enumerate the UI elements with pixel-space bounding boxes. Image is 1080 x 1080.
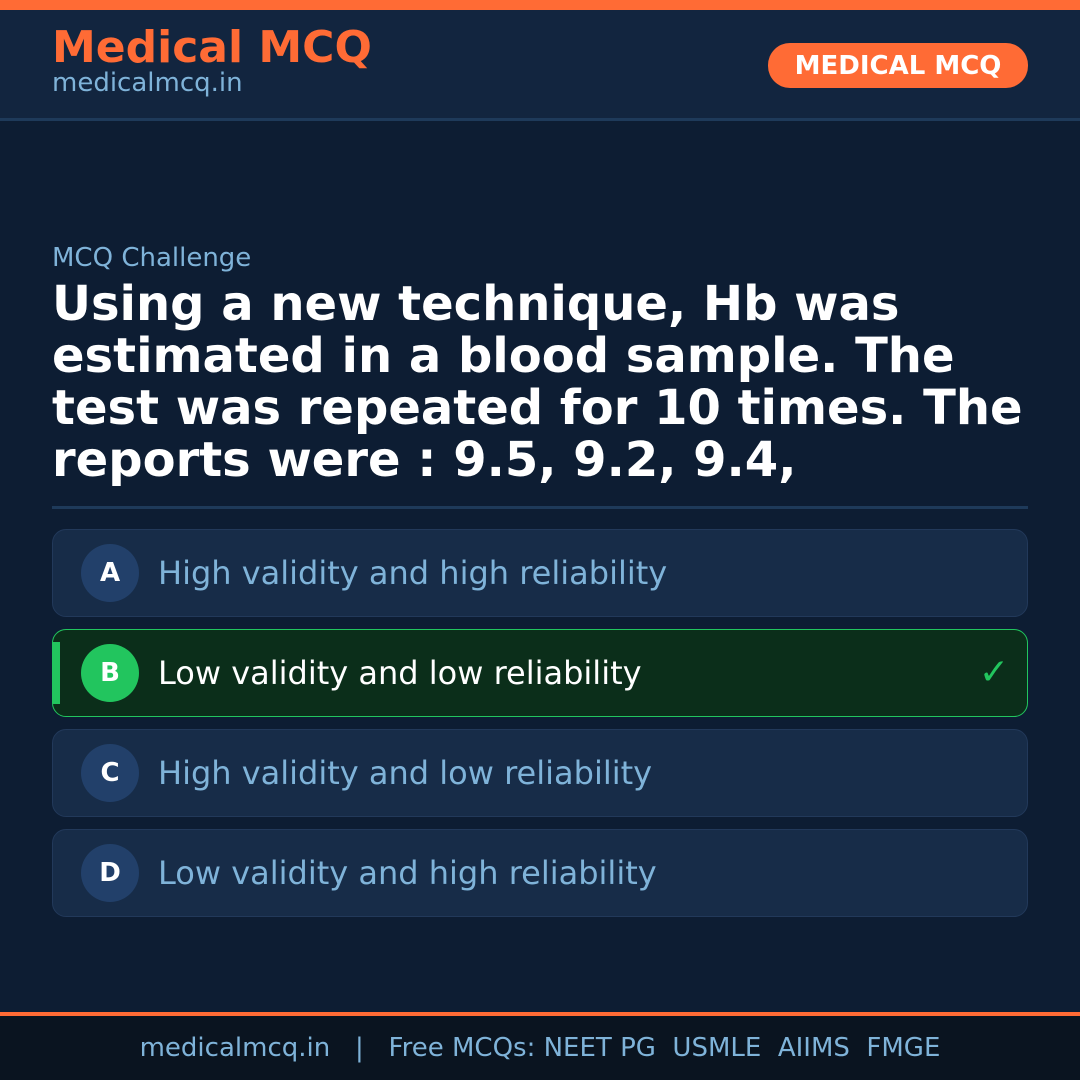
top-accent-bar [0, 0, 1080, 10]
option-letter: D [81, 844, 139, 902]
option-a[interactable]: A High validity and high reliability [52, 529, 1028, 617]
site-url: medicalmcq.in [52, 68, 243, 98]
option-text: Low validity and low reliability [158, 654, 642, 692]
correct-indicator-bar [53, 642, 60, 704]
checkmark-icon: ✓ [978, 652, 1009, 693]
brand-title: Medical MCQ [52, 22, 372, 73]
option-d[interactable]: D Low validity and high reliability [52, 829, 1028, 917]
option-b[interactable]: B Low validity and low reliability ✓ [52, 629, 1028, 717]
option-letter: A [81, 544, 139, 602]
option-text: Low validity and high reliability [158, 854, 657, 892]
divider [52, 506, 1028, 509]
brand-badge: MEDICAL MCQ [768, 43, 1028, 88]
question-label: MCQ Challenge [52, 243, 252, 273]
option-letter: C [81, 744, 139, 802]
footer: medicalmcq.in | Free MCQs: NEET PG USMLE… [0, 1012, 1080, 1080]
question-text: Using a new technique, Hb was estimated … [52, 276, 1023, 488]
option-letter: B [81, 644, 139, 702]
option-text: High validity and high reliability [158, 554, 668, 592]
header: Medical MCQ medicalmcq.in MEDICAL MCQ [0, 10, 1080, 121]
option-text: High validity and low reliability [158, 754, 653, 792]
option-c[interactable]: C High validity and low reliability [52, 729, 1028, 817]
